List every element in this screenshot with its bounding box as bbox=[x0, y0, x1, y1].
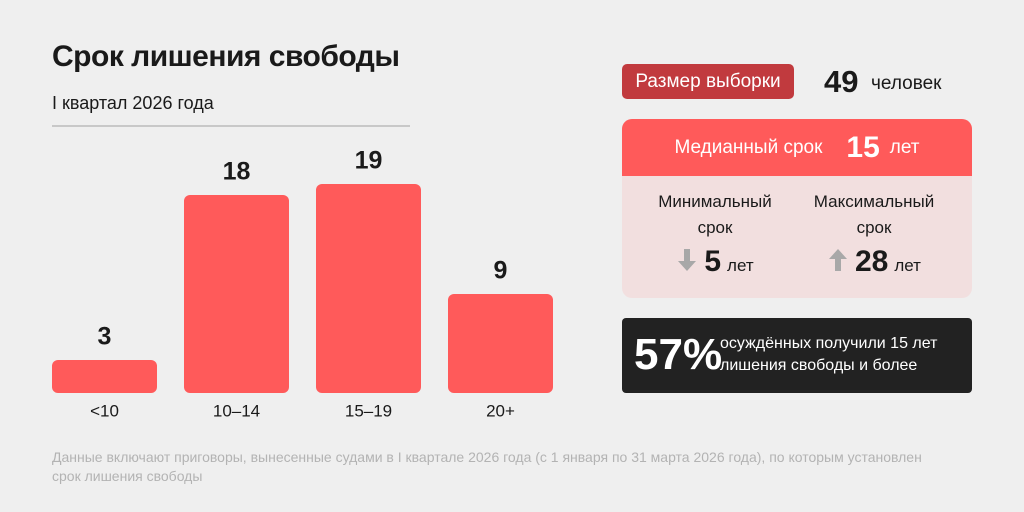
share-text: осуждённых получили 15 лет лишения свобо… bbox=[720, 335, 938, 374]
bar bbox=[52, 360, 157, 393]
down-arrow bbox=[678, 249, 697, 271]
min-label: Минимальный срок bbox=[640, 189, 790, 241]
data-label: 18 bbox=[223, 158, 251, 186]
chart: 3 <10 18 10–14 19 15–19 9 20+ bbox=[52, 147, 553, 420]
median-unit: лет bbox=[889, 136, 920, 158]
x-tick-label: 10–14 bbox=[213, 401, 260, 420]
max-value: 28 bbox=[855, 245, 889, 278]
divider bbox=[52, 125, 410, 127]
sample-label: Размер выборки bbox=[622, 64, 794, 99]
x-tick-label: 20+ bbox=[486, 401, 515, 420]
chart-title: Срок лишения свободы bbox=[52, 40, 400, 73]
share-box: 57% осуждённых получили 15 лет лишения с… bbox=[622, 318, 972, 393]
min-label-text: Минимальный срок bbox=[658, 192, 772, 237]
x-tick-label: 15–19 bbox=[345, 401, 392, 420]
data-label: 3 bbox=[98, 323, 112, 351]
footnote: Данные включают приговоры, вынесенные су… bbox=[52, 449, 922, 484]
min-row: 5 лет bbox=[635, 245, 795, 279]
median-row: Медианный срок 15 лет bbox=[622, 119, 972, 176]
data-label: 9 bbox=[494, 257, 508, 285]
bar bbox=[184, 195, 289, 393]
max-row: 28 лет bbox=[794, 245, 954, 279]
chart-subtitle: I квартал 2026 года bbox=[52, 93, 214, 113]
bar bbox=[448, 294, 553, 393]
min-unit: лет bbox=[727, 256, 754, 275]
data-label: 19 bbox=[355, 147, 383, 175]
share-value: 57% bbox=[634, 330, 723, 379]
sample-value: 49 bbox=[824, 64, 859, 99]
min-value: 5 bbox=[704, 245, 722, 278]
up-arrow bbox=[829, 249, 847, 271]
x-tick-label: <10 bbox=[90, 401, 119, 420]
median-label: Медианный срок bbox=[674, 136, 823, 158]
max-label: Максимальный срок bbox=[799, 189, 949, 241]
median-value: 15 bbox=[846, 130, 880, 164]
max-unit: лет bbox=[894, 256, 921, 275]
sample-unit: человек bbox=[871, 73, 942, 94]
term-card: Медианный срок 15 лет Минимальный срок 5… bbox=[622, 119, 972, 298]
bar bbox=[316, 184, 421, 393]
max-label-text: Максимальный срок bbox=[813, 192, 935, 237]
